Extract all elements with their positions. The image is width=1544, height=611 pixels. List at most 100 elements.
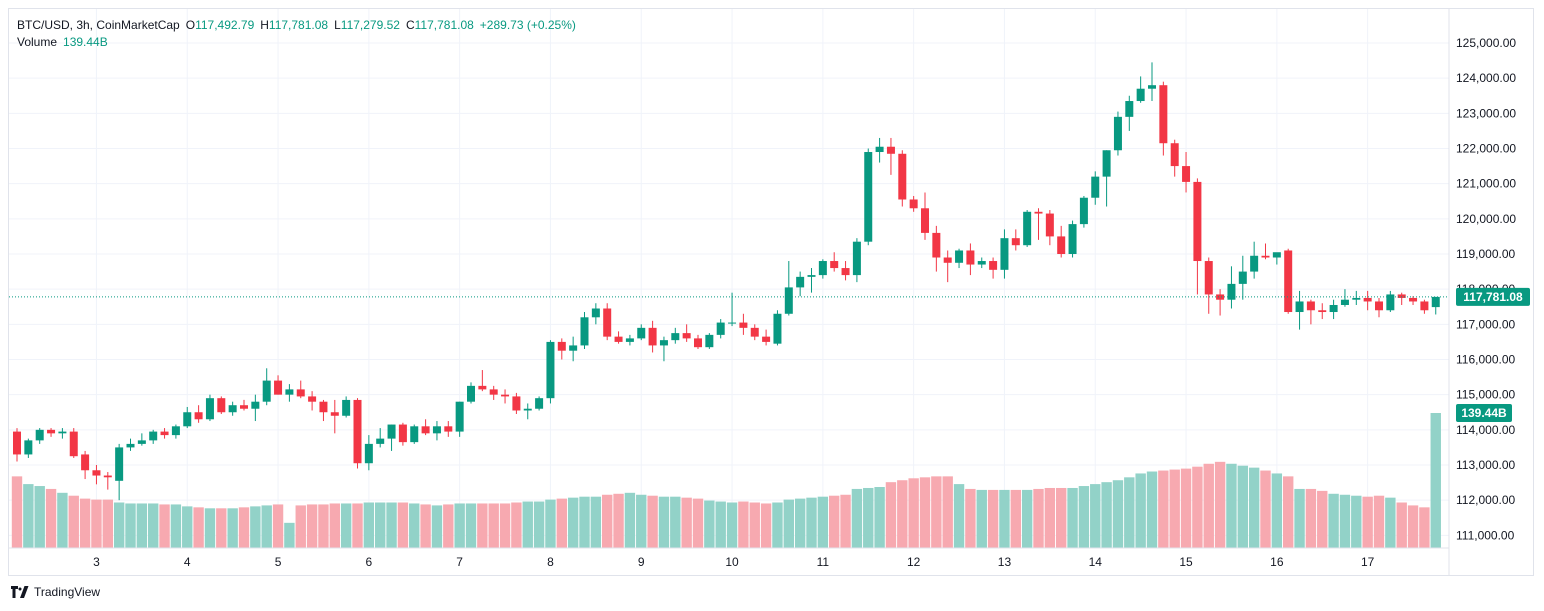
candle-body: [762, 336, 771, 342]
volume-bar: [1237, 465, 1248, 548]
candle-body: [807, 275, 816, 277]
volume-bar: [1226, 463, 1237, 548]
price-axis[interactable]: 125,000.00 124,000.00 123,000.00 122,000.00…: [1448, 9, 1516, 576]
x-tick-label: 14: [1089, 555, 1103, 569]
candle-body: [1057, 236, 1066, 254]
volume-bar: [783, 499, 794, 548]
volume-bar: [431, 505, 443, 548]
candle-body: [194, 412, 203, 420]
volume-bar: [1203, 463, 1214, 548]
volume-bar: [1328, 493, 1339, 548]
candle-body: [1148, 85, 1156, 89]
candle-body: [92, 470, 101, 476]
volume-bar: [624, 492, 636, 548]
candle-body: [58, 431, 67, 434]
volume-bar: [692, 498, 704, 548]
candle-body: [705, 334, 714, 348]
chart-legend: BTC/USD, 3h, CoinMarketCap O117,492.79 H11…: [17, 17, 576, 51]
time-axis[interactable]: 3 4 5 6 7 8 9 10 11 12 13 14 15 16 17: [9, 547, 1449, 569]
candle-body: [1284, 250, 1293, 313]
volume-bar: [613, 493, 624, 548]
last-price-label: 117,781.08: [1456, 287, 1530, 306]
volume-value-label: 139.44B: [1456, 404, 1512, 422]
volume-bar: [284, 522, 295, 548]
candle-body: [1182, 166, 1191, 182]
candle-body: [603, 308, 612, 337]
candle-body: [149, 431, 158, 441]
x-tick-label: 10: [725, 555, 739, 569]
candle-body: [455, 401, 464, 432]
candle-body: [501, 394, 510, 397]
volume-bar: [261, 505, 272, 548]
volume-bar: [919, 477, 931, 548]
candle-body: [921, 208, 929, 233]
volume-bar: [647, 495, 658, 548]
volume-bar: [931, 476, 942, 548]
candle-body: [285, 389, 294, 395]
volume-bar: [794, 498, 806, 548]
candle-body: [342, 399, 351, 416]
candle-body: [728, 322, 737, 324]
candle-body: [625, 338, 634, 342]
tradingview-logo-icon[interactable]: [11, 586, 29, 598]
candlesticks: [13, 62, 1440, 501]
candle-body: [1000, 238, 1009, 270]
volume-bar: [1033, 488, 1044, 548]
volume-bar: [1067, 487, 1078, 548]
candle-body: [364, 443, 373, 464]
volume-bar: [1362, 496, 1373, 548]
candle-body: [1272, 252, 1281, 258]
volume-bar: [897, 480, 908, 548]
volume-bar: [318, 504, 329, 548]
volume-bar: [908, 478, 919, 548]
volume-bar: [375, 502, 386, 548]
volume-bar: [1396, 502, 1407, 548]
volume-bar: [1180, 468, 1192, 548]
candle-body: [1079, 197, 1088, 225]
candle-body: [240, 405, 248, 409]
volume-bar: [488, 503, 499, 548]
candle-body: [864, 152, 873, 242]
candle-body: [1238, 271, 1247, 284]
volume-bar: [1271, 473, 1283, 548]
candle-body: [1352, 297, 1361, 300]
candle-body: [1034, 211, 1043, 214]
candle-body: [160, 431, 169, 436]
symbol-label[interactable]: BTC/USD, 3h, CoinMarketCap: [17, 18, 180, 32]
volume-bar: [57, 492, 68, 548]
volume-bar: [477, 503, 488, 548]
volume-bar: [1248, 467, 1260, 548]
volume-indicator-label[interactable]: Volume: [17, 35, 58, 49]
candle-body: [694, 338, 702, 348]
candle-body: [1193, 181, 1202, 262]
volume-bar: [760, 503, 772, 548]
volume-bar: [885, 482, 897, 548]
volume-bar: [681, 497, 692, 548]
candle-body: [1329, 304, 1338, 313]
candle-body: [24, 440, 33, 455]
x-tick-label: 12: [907, 555, 921, 569]
tradingview-brand[interactable]: TradingView: [34, 585, 101, 599]
candle-body: [1397, 294, 1406, 298]
volume-bar: [1419, 507, 1430, 548]
volume-bar: [749, 502, 760, 548]
candle-body: [557, 341, 566, 351]
price-chart[interactable]: 125,000.00 124,000.00 123,000.00 122,000.00…: [0, 0, 1544, 580]
candle-body: [228, 405, 237, 413]
candle-body: [69, 431, 78, 457]
volume-bar: [136, 503, 148, 548]
volume-bar: [1124, 477, 1135, 548]
volume-bar: [533, 501, 545, 548]
candle-body: [943, 257, 952, 263]
candle-body: [875, 146, 884, 153]
y-tick-label: 117,000.00: [1456, 317, 1515, 331]
volume-bar: [1101, 482, 1112, 548]
x-tick-label: 9: [638, 555, 645, 569]
volume-bar: [863, 487, 874, 548]
candle-body: [1091, 176, 1100, 198]
y-tick-label: 124,000.00: [1456, 71, 1516, 85]
volume-bar: [193, 507, 204, 548]
candle-body: [1125, 101, 1134, 117]
candle-body: [183, 412, 192, 427]
volume-bar: [454, 503, 465, 548]
